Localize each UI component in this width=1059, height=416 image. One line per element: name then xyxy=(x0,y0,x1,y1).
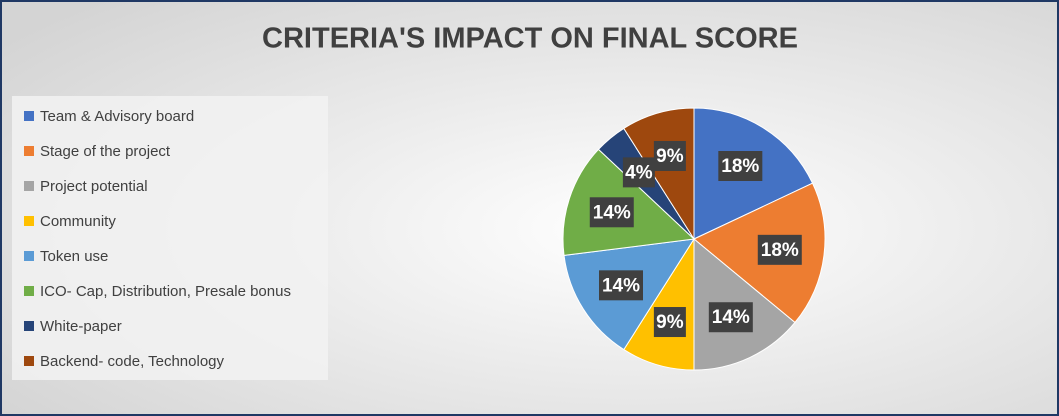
data-label: 14% xyxy=(602,275,640,296)
legend-label: Token use xyxy=(40,248,108,265)
legend-swatch xyxy=(24,286,34,296)
data-label: 18% xyxy=(721,156,759,177)
legend-swatch xyxy=(24,251,34,261)
legend-label: Team & Advisory board xyxy=(40,108,194,125)
data-label: 4% xyxy=(625,162,653,183)
legend-swatch xyxy=(24,216,34,226)
legend-box xyxy=(12,96,328,380)
data-label-box xyxy=(718,150,763,181)
data-label: 9% xyxy=(656,312,684,333)
legend-swatch xyxy=(24,146,34,156)
legend-swatch xyxy=(24,321,34,331)
legend-label: ICO- Cap, Distribution, Presale bonus xyxy=(40,283,291,300)
data-label-box xyxy=(598,270,643,301)
data-label: 9% xyxy=(656,146,684,167)
data-label-box xyxy=(653,307,686,338)
data-label-box xyxy=(589,197,634,228)
data-label: 14% xyxy=(712,307,750,328)
legend-swatch xyxy=(24,181,34,191)
data-label-box xyxy=(622,157,655,188)
chart-title: CRITERIA'S IMPACT ON FINAL SCORE xyxy=(262,23,798,55)
pie-slice xyxy=(623,107,695,241)
legend-swatch xyxy=(24,111,34,121)
data-label: 14% xyxy=(593,202,631,223)
legend-label: White-paper xyxy=(40,318,122,335)
data-label-box xyxy=(757,234,802,265)
data-label: 18% xyxy=(761,240,799,261)
legend-swatch xyxy=(24,356,34,366)
data-label-box xyxy=(708,302,753,333)
legend-label: Stage of the project xyxy=(40,143,171,160)
legend-label: Community xyxy=(40,213,116,230)
legend-label: Project potential xyxy=(40,178,148,195)
legend-label: Backend- code, Technology xyxy=(40,353,225,370)
data-label-box xyxy=(653,140,686,171)
